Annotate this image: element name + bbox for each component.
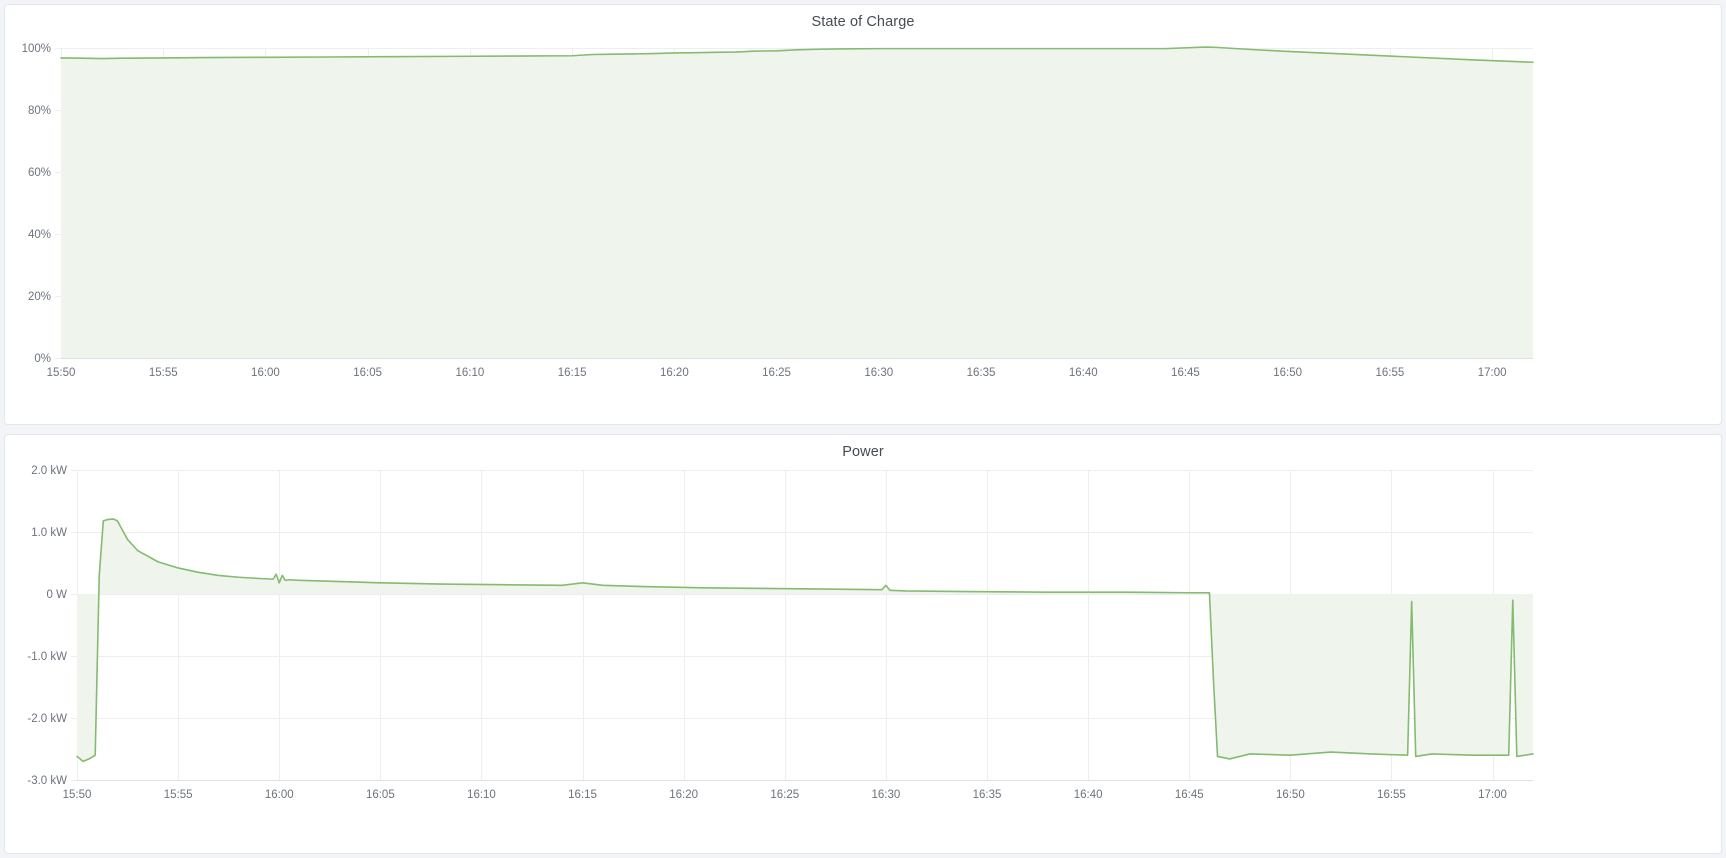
svg-text:16:15: 16:15 [568,789,597,801]
svg-text:16:30: 16:30 [871,789,900,801]
chart-state-of-charge[interactable]: 0% 20% 40% 60% 80% 100% 15:50 15:55 16:00 16:05 16… [5,5,1721,424]
svg-text:16:00: 16:00 [265,789,294,801]
svg-text:16:05: 16:05 [366,789,395,801]
svg-text:16:00: 16:00 [251,367,280,379]
svg-text:16:50: 16:50 [1273,367,1302,379]
svg-text:20%: 20% [28,291,51,303]
svg-text:60%: 60% [28,167,51,179]
svg-text:-3.0 kW: -3.0 kW [27,775,67,787]
svg-text:17:00: 17:00 [1478,367,1507,379]
svg-text:15:55: 15:55 [149,367,178,379]
svg-text:16:55: 16:55 [1377,789,1406,801]
svg-text:16:50: 16:50 [1276,789,1305,801]
svg-text:15:50: 15:50 [47,367,76,379]
svg-text:15:50: 15:50 [63,789,92,801]
state-of-charge-svg: 0% 20% 40% 60% 80% 100% 15:50 15:55 16:00 16:05 16… [22,43,1534,379]
svg-text:15:55: 15:55 [164,789,193,801]
svg-text:16:45: 16:45 [1171,367,1200,379]
svg-text:16:55: 16:55 [1375,367,1404,379]
svg-text:16:05: 16:05 [353,367,382,379]
panel-power: Power -3.0 kW -2.0 kW -1.0 kW 0 W 1.0 kW 2.0 … [4,434,1722,854]
svg-text:-1.0 kW: -1.0 kW [27,651,67,663]
panel-state-of-charge: State of Charge 0% 20% 40% 60% 80% 100% 15:50 1… [4,4,1722,425]
svg-text:0 W: 0 W [47,589,68,601]
svg-text:16:10: 16:10 [455,367,484,379]
chart-power[interactable]: -3.0 kW -2.0 kW -1.0 kW 0 W 1.0 kW 2.0 kW 15:5… [5,435,1721,853]
panel-title-power: Power [842,444,884,460]
svg-text:1.0 kW: 1.0 kW [31,527,67,539]
svg-text:16:35: 16:35 [967,367,996,379]
svg-text:0%: 0% [34,353,51,365]
svg-text:16:40: 16:40 [1069,367,1098,379]
power-svg: -3.0 kW -2.0 kW -1.0 kW 0 W 1.0 kW 2.0 kW 15:5… [27,465,1534,801]
svg-text:16:45: 16:45 [1175,789,1204,801]
svg-text:80%: 80% [28,105,51,117]
svg-text:16:25: 16:25 [770,789,799,801]
svg-text:17:00: 17:00 [1478,789,1507,801]
svg-text:40%: 40% [28,229,51,241]
panel-title-state-of-charge: State of Charge [811,14,915,30]
svg-text:-2.0 kW: -2.0 kW [27,713,67,725]
svg-text:16:20: 16:20 [669,789,698,801]
svg-text:16:30: 16:30 [864,367,893,379]
svg-text:16:25: 16:25 [762,367,791,379]
svg-text:100%: 100% [22,43,51,55]
svg-text:16:10: 16:10 [467,789,496,801]
svg-text:2.0 kW: 2.0 kW [31,465,67,477]
svg-text:16:20: 16:20 [660,367,689,379]
svg-text:16:15: 16:15 [558,367,587,379]
svg-text:16:35: 16:35 [973,789,1002,801]
svg-text:16:40: 16:40 [1074,789,1103,801]
